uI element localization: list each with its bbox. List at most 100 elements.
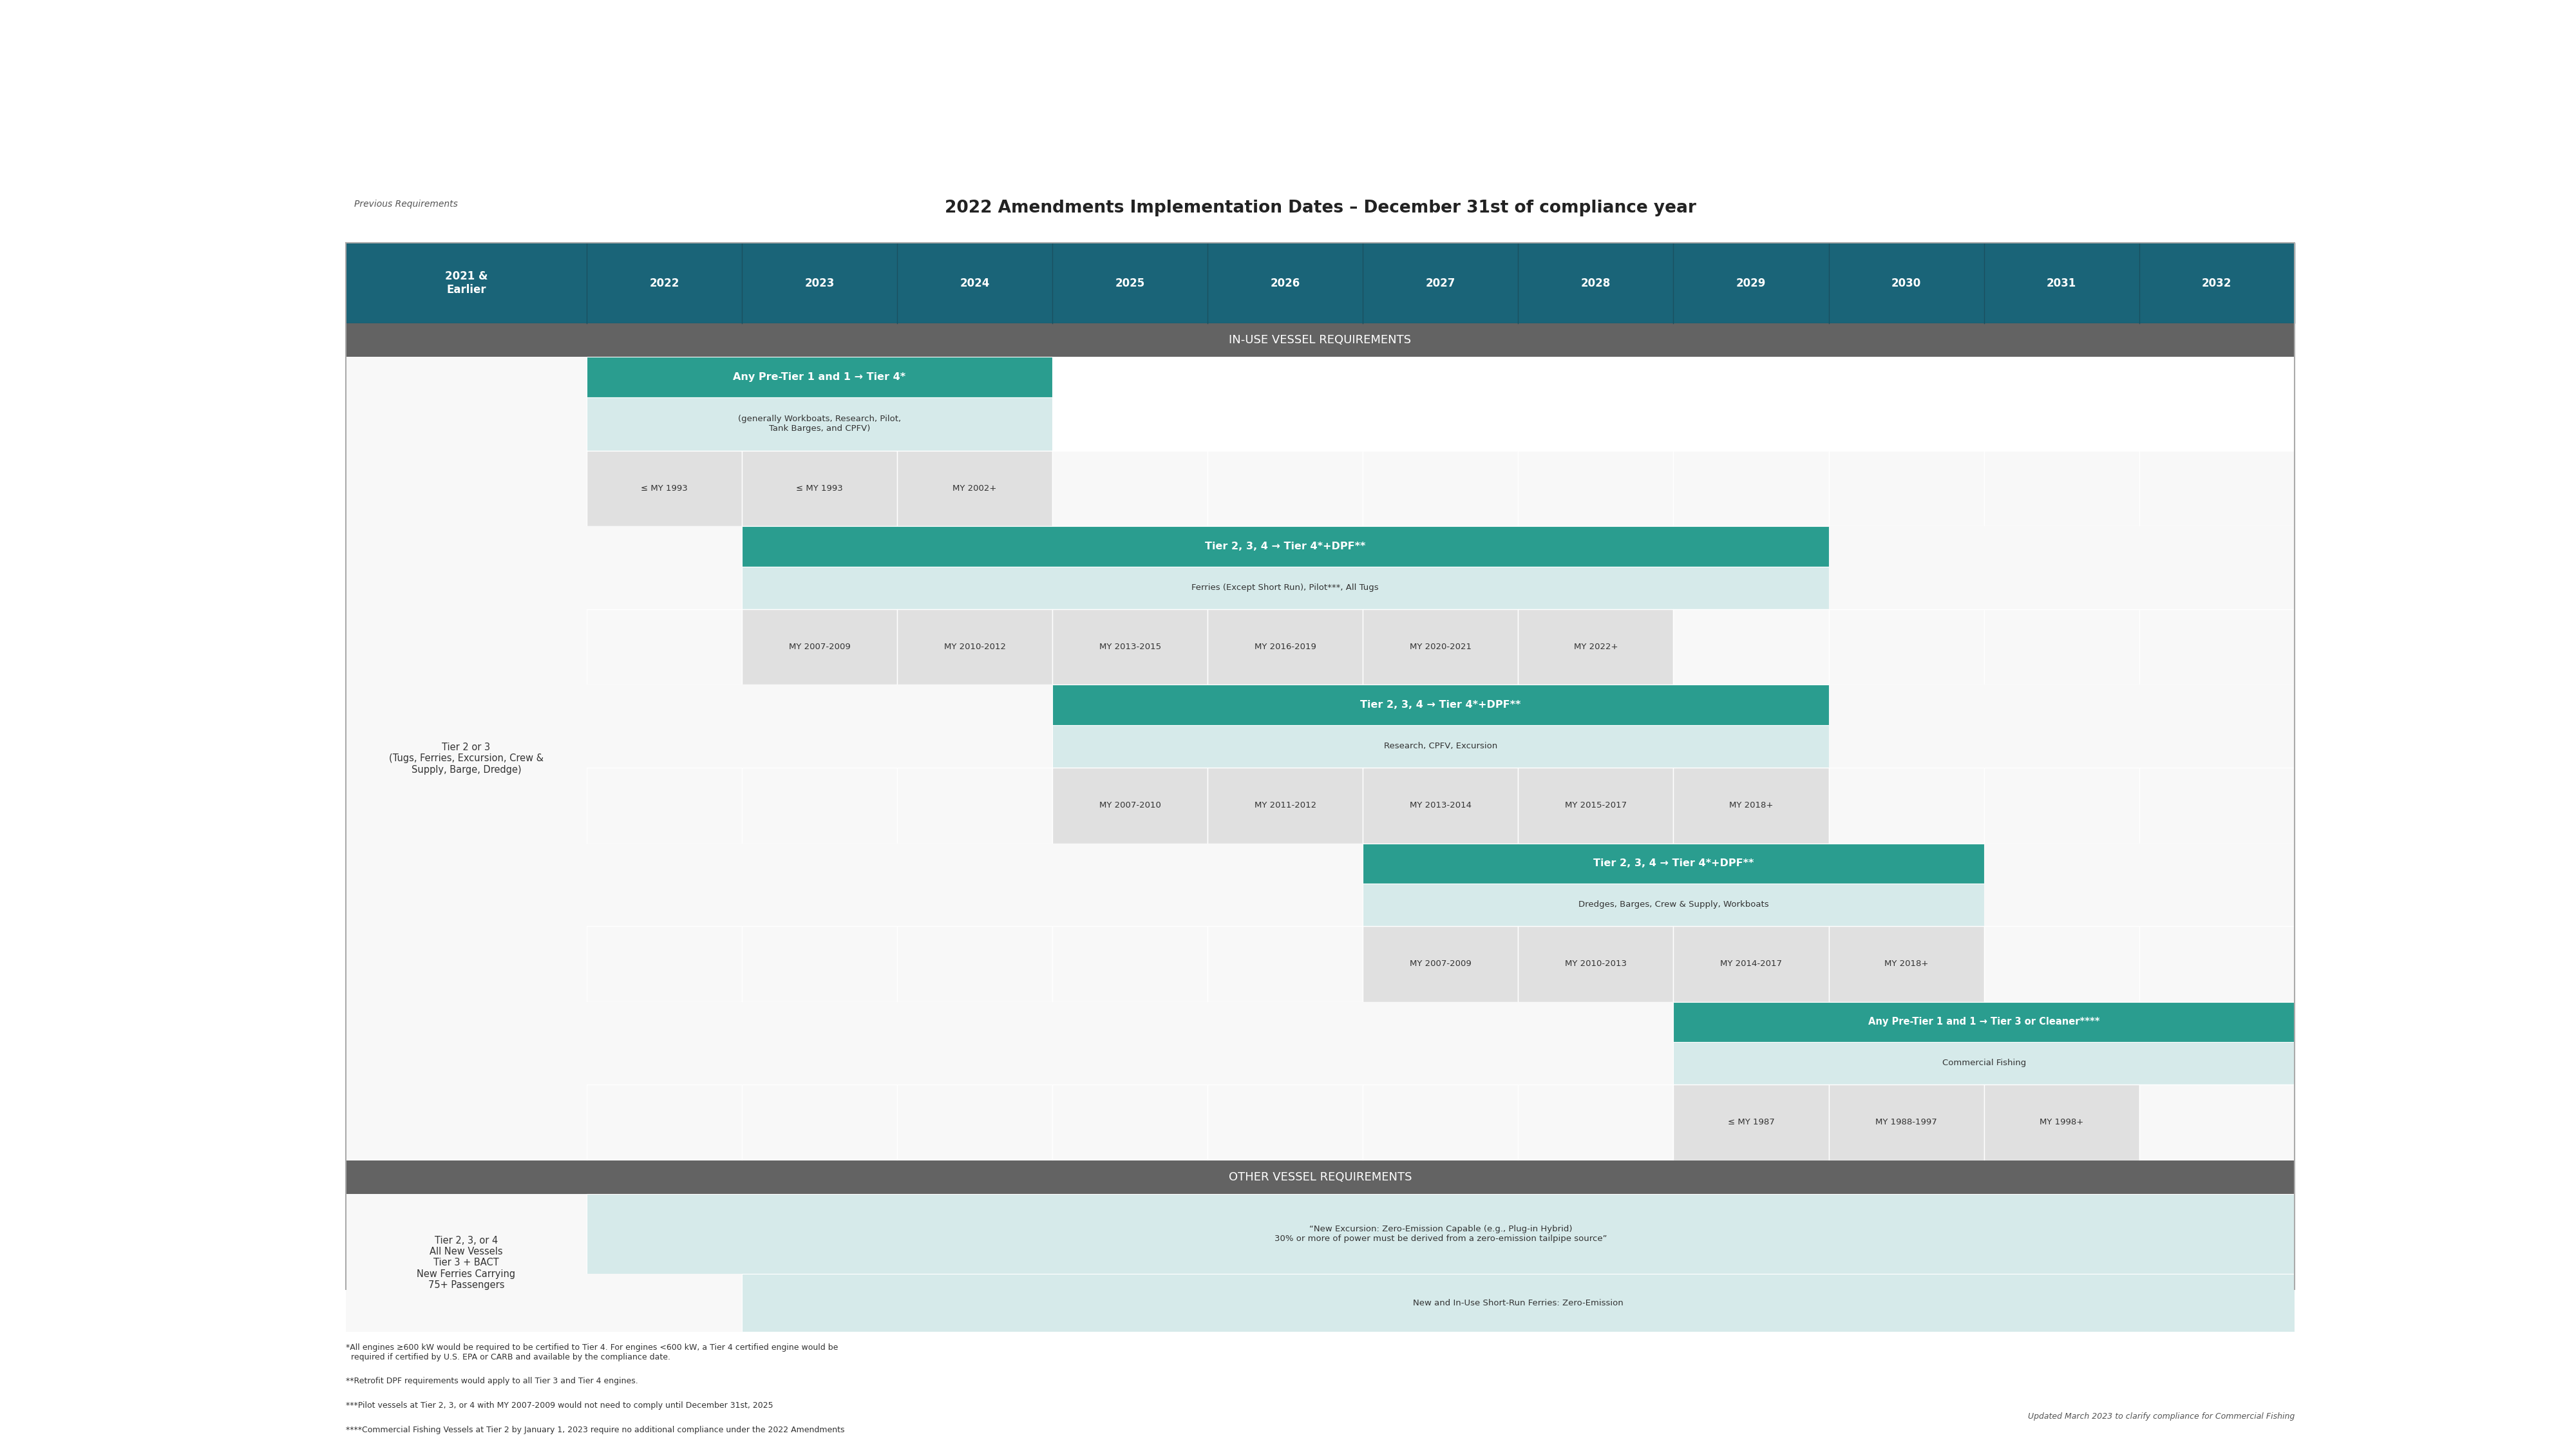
FancyBboxPatch shape — [1054, 1001, 1208, 1042]
FancyBboxPatch shape — [896, 451, 1054, 526]
Text: Updated March 2023 to clarify compliance for Commercial Fishing: Updated March 2023 to clarify compliance… — [2027, 1413, 2295, 1420]
FancyBboxPatch shape — [1363, 451, 1517, 526]
Text: 2031: 2031 — [2048, 277, 2076, 288]
Text: Commercial Fishing: Commercial Fishing — [1942, 1059, 2025, 1068]
FancyBboxPatch shape — [1984, 724, 2138, 768]
FancyBboxPatch shape — [345, 567, 587, 609]
FancyBboxPatch shape — [345, 843, 587, 884]
FancyBboxPatch shape — [587, 609, 742, 685]
FancyBboxPatch shape — [1674, 926, 1829, 1001]
FancyBboxPatch shape — [1363, 1042, 1517, 1084]
FancyBboxPatch shape — [1829, 1084, 1984, 1161]
FancyBboxPatch shape — [1984, 685, 2138, 724]
FancyBboxPatch shape — [1054, 843, 1208, 884]
Text: MY 2022+: MY 2022+ — [1574, 643, 1618, 651]
FancyBboxPatch shape — [1054, 685, 1829, 724]
Text: Tier 2, 3, 4 → Tier 4*+DPF**: Tier 2, 3, 4 → Tier 4*+DPF** — [1592, 859, 1754, 868]
FancyBboxPatch shape — [742, 926, 896, 1001]
FancyBboxPatch shape — [1674, 1042, 2295, 1084]
FancyBboxPatch shape — [1984, 609, 2138, 685]
FancyBboxPatch shape — [1363, 768, 1517, 843]
FancyBboxPatch shape — [1829, 526, 1984, 567]
Text: 2024: 2024 — [961, 277, 989, 288]
FancyBboxPatch shape — [1984, 926, 2138, 1001]
Text: 2022: 2022 — [649, 277, 680, 288]
Text: 2029: 2029 — [1736, 277, 1767, 288]
Text: 2027: 2027 — [1425, 277, 1455, 288]
FancyBboxPatch shape — [345, 884, 587, 926]
FancyBboxPatch shape — [1517, 451, 1674, 526]
FancyBboxPatch shape — [1829, 685, 1984, 724]
FancyBboxPatch shape — [1054, 1042, 1208, 1084]
FancyBboxPatch shape — [345, 926, 587, 1001]
Text: 2028: 2028 — [1582, 277, 1610, 288]
FancyBboxPatch shape — [587, 1001, 742, 1042]
FancyBboxPatch shape — [345, 1194, 587, 1332]
Text: Previous Requirements: Previous Requirements — [353, 200, 459, 209]
FancyBboxPatch shape — [1208, 884, 1363, 926]
FancyBboxPatch shape — [345, 356, 587, 1161]
FancyBboxPatch shape — [2138, 884, 2295, 926]
Text: MY 2007-2009: MY 2007-2009 — [1409, 959, 1471, 968]
Text: “New Excursion: Zero-Emission Capable (e.g., Plug-in Hybrid)
30% or more of powe: “New Excursion: Zero-Emission Capable (e… — [1275, 1224, 1607, 1243]
FancyBboxPatch shape — [587, 926, 742, 1001]
FancyBboxPatch shape — [1363, 1001, 1517, 1042]
FancyBboxPatch shape — [2138, 1084, 2295, 1161]
FancyBboxPatch shape — [587, 1274, 742, 1332]
Text: MY 2018+: MY 2018+ — [1728, 801, 1772, 810]
FancyBboxPatch shape — [742, 724, 896, 768]
FancyBboxPatch shape — [345, 323, 2295, 356]
FancyBboxPatch shape — [587, 1084, 742, 1161]
Text: Any Pre-Tier 1 and 1 → Tier 3 or Cleaner****: Any Pre-Tier 1 and 1 → Tier 3 or Cleaner… — [1868, 1017, 2099, 1027]
FancyBboxPatch shape — [896, 926, 1054, 1001]
FancyBboxPatch shape — [1829, 768, 1984, 843]
FancyBboxPatch shape — [742, 1274, 2295, 1332]
FancyBboxPatch shape — [345, 1001, 587, 1042]
FancyBboxPatch shape — [1208, 1001, 1363, 1042]
FancyBboxPatch shape — [1517, 926, 1674, 1001]
Text: MY 2007-2010: MY 2007-2010 — [1100, 801, 1162, 810]
Text: *All engines ≥600 kW would be required to be certified to Tier 4. For engines <6: *All engines ≥600 kW would be required t… — [345, 1343, 837, 1361]
Text: ≤ MY 1987: ≤ MY 1987 — [1728, 1119, 1775, 1126]
FancyBboxPatch shape — [1054, 451, 1208, 526]
FancyBboxPatch shape — [1208, 926, 1363, 1001]
FancyBboxPatch shape — [345, 1042, 587, 1084]
Text: MY 2002+: MY 2002+ — [953, 484, 997, 493]
FancyBboxPatch shape — [1517, 1084, 1674, 1161]
FancyBboxPatch shape — [1054, 884, 1208, 926]
FancyBboxPatch shape — [1208, 768, 1363, 843]
FancyBboxPatch shape — [587, 567, 742, 609]
FancyBboxPatch shape — [2138, 451, 2295, 526]
Text: MY 2013-2015: MY 2013-2015 — [1100, 643, 1162, 651]
FancyBboxPatch shape — [1363, 1084, 1517, 1161]
FancyBboxPatch shape — [587, 397, 1054, 451]
FancyBboxPatch shape — [1984, 884, 2138, 926]
FancyBboxPatch shape — [345, 451, 587, 526]
FancyBboxPatch shape — [896, 768, 1054, 843]
FancyBboxPatch shape — [587, 768, 742, 843]
FancyBboxPatch shape — [587, 685, 742, 724]
FancyBboxPatch shape — [345, 1161, 2295, 1194]
FancyBboxPatch shape — [1829, 567, 1984, 609]
Text: MY 2014-2017: MY 2014-2017 — [1721, 959, 1783, 968]
Text: MY 2007-2009: MY 2007-2009 — [788, 643, 850, 651]
FancyBboxPatch shape — [742, 1001, 896, 1042]
FancyBboxPatch shape — [345, 1274, 587, 1332]
FancyBboxPatch shape — [587, 526, 742, 567]
FancyBboxPatch shape — [2138, 685, 2295, 724]
FancyBboxPatch shape — [1363, 926, 1517, 1001]
Text: Tier 2 or 3
(Tugs, Ferries, Excursion, Crew &
Supply, Barge, Dredge): Tier 2 or 3 (Tugs, Ferries, Excursion, C… — [389, 742, 544, 775]
FancyBboxPatch shape — [1208, 1084, 1363, 1161]
FancyBboxPatch shape — [742, 1084, 896, 1161]
FancyBboxPatch shape — [345, 1194, 587, 1274]
FancyBboxPatch shape — [1517, 609, 1674, 685]
Text: ≤ MY 1993: ≤ MY 1993 — [641, 484, 688, 493]
FancyBboxPatch shape — [1829, 451, 1984, 526]
FancyBboxPatch shape — [2138, 567, 2295, 609]
FancyBboxPatch shape — [345, 685, 587, 724]
FancyBboxPatch shape — [1517, 1001, 1674, 1042]
Text: MY 1988-1997: MY 1988-1997 — [1875, 1119, 1937, 1126]
Text: ***Pilot vessels at Tier 2, 3, or 4 with MY 2007-2009 would not need to comply u: ***Pilot vessels at Tier 2, 3, or 4 with… — [345, 1401, 773, 1410]
FancyBboxPatch shape — [1054, 926, 1208, 1001]
FancyBboxPatch shape — [1674, 768, 1829, 843]
